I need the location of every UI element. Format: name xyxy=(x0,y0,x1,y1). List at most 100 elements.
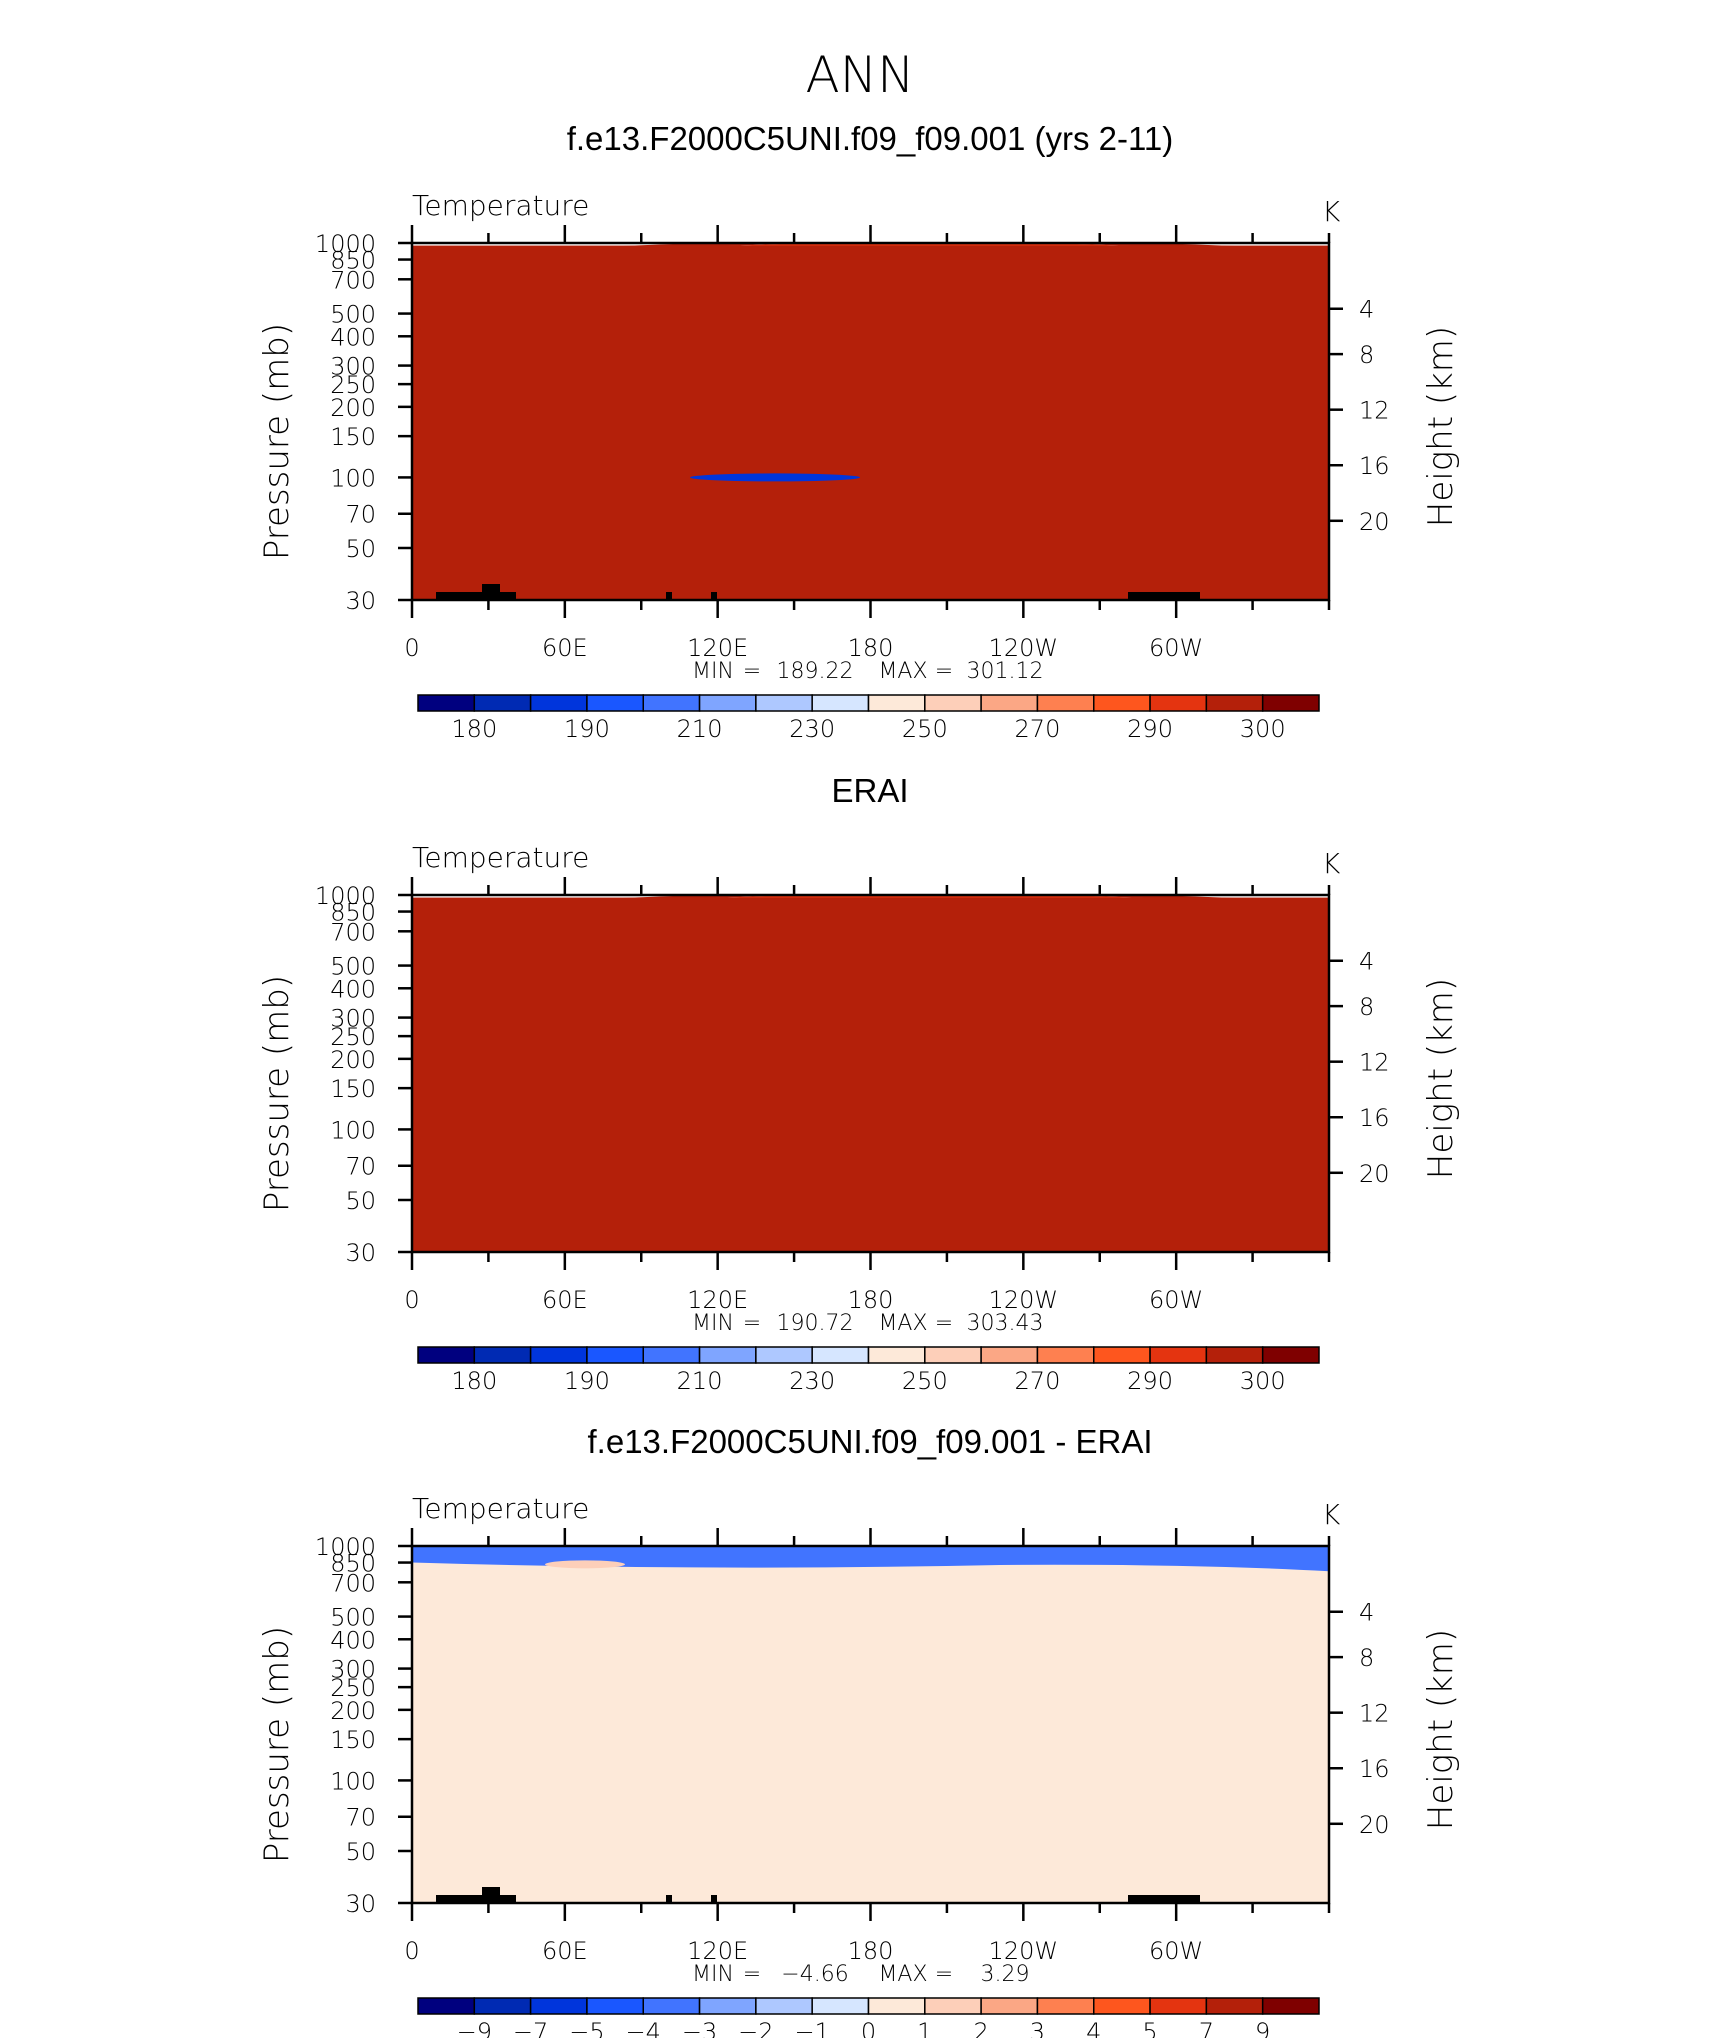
colorbar-swatch xyxy=(924,1997,982,2015)
max-equals: = xyxy=(935,659,953,684)
y-right-tick-label: 16 xyxy=(1359,1755,1390,1783)
y-tick-label: 500 xyxy=(330,301,376,329)
colorbar-label: 290 xyxy=(1127,715,1173,743)
y-tick-label: 30 xyxy=(345,587,376,615)
colorbar-swatch xyxy=(1093,694,1151,712)
colorbar-swatch xyxy=(980,1346,1039,1364)
y-tick-label: 700 xyxy=(330,918,376,946)
units-label: K xyxy=(1322,195,1341,228)
colorbar-label: 230 xyxy=(789,715,835,743)
season-title: ANN xyxy=(805,46,914,104)
colorbar-label: −3 xyxy=(682,2018,717,2038)
colorbar-label: 210 xyxy=(677,715,723,743)
y-axis-title: Pressure (mb) xyxy=(257,323,297,560)
y-tick-label: 400 xyxy=(330,1626,376,1654)
colorbar-swatch xyxy=(417,1346,476,1364)
colorbar-label: 180 xyxy=(451,715,497,743)
y-tick-label: 70 xyxy=(345,1804,376,1832)
topography-block xyxy=(666,592,672,600)
min-label: MIN xyxy=(692,1311,734,1336)
y-tick-label: 1000 xyxy=(315,882,376,910)
y-tick-label: 200 xyxy=(330,1046,376,1074)
contour-band xyxy=(412,245,1329,600)
y-tick-label: 700 xyxy=(330,1569,376,1597)
colorbar-swatch xyxy=(1205,1346,1264,1364)
colorbar-swatch xyxy=(980,694,1039,712)
x-tick-label: 180 xyxy=(848,1937,894,1965)
variable-label: Temperature xyxy=(412,189,589,222)
topography-block xyxy=(711,1895,717,1903)
x-tick-label: 60E xyxy=(542,634,588,662)
y-right-tick-label: 4 xyxy=(1359,948,1374,976)
colorbar-label: 190 xyxy=(564,1367,610,1395)
y-tick-label: 150 xyxy=(330,1075,376,1103)
y-right-tick-label: 20 xyxy=(1359,1160,1390,1188)
panel-3: f.e13.F2000C5UNI.f09_f09.001 - ERAI Tempe… xyxy=(257,1423,1461,2038)
topography-block xyxy=(436,592,516,600)
y-tick-label: 50 xyxy=(345,1187,376,1215)
x-tick-label: 120W xyxy=(989,1937,1059,1965)
colorbar-swatch xyxy=(473,694,532,712)
colorbar-label: 1 xyxy=(917,2018,932,2038)
colorbar-label: 250 xyxy=(902,1367,948,1395)
colorbar-swatch xyxy=(642,694,701,712)
colorbar-label: 9 xyxy=(1255,2018,1270,2038)
colorbar-label: 270 xyxy=(1015,715,1061,743)
colorbar-label: 2 xyxy=(973,2018,988,2038)
colorbar-label: 270 xyxy=(1015,1367,1061,1395)
x-tick-label: 180 xyxy=(848,634,894,662)
y-tick-label: 400 xyxy=(330,975,376,1003)
y-right-tick-label: 20 xyxy=(1359,508,1390,536)
x-tick-label: 120E xyxy=(687,634,748,662)
colorbar-label: −5 xyxy=(569,2018,604,2038)
x-tick-label: 120E xyxy=(687,1286,748,1314)
colorbar-label: 5 xyxy=(1142,2018,1157,2038)
colorbar-swatch xyxy=(642,1346,701,1364)
y-tick-label: 250 xyxy=(330,1023,376,1051)
min-equals: = xyxy=(743,1311,761,1336)
colorbar-swatch xyxy=(1149,1346,1208,1364)
y-tick-label: 400 xyxy=(330,323,376,351)
colorbar-swatch xyxy=(417,694,476,712)
colorbar-swatch xyxy=(1093,1997,1151,2015)
plot-area xyxy=(412,1546,1329,1903)
units-label: K xyxy=(1322,847,1341,880)
y-tick-label: 1000 xyxy=(315,1533,376,1561)
colorbar-label: 4 xyxy=(1086,2018,1101,2038)
colorbar-swatch xyxy=(755,694,813,712)
panel-1: f.e13.F2000C5UNI.f09_f09.001 (yrs 2-11) T… xyxy=(257,120,1461,743)
y-tick-label: 850 xyxy=(330,247,376,275)
colorbar-swatch xyxy=(1261,1346,1320,1364)
colorbar-label: 300 xyxy=(1240,715,1286,743)
y-tick-label: 30 xyxy=(345,1239,376,1267)
y-tick-label: 200 xyxy=(330,1697,376,1725)
y-right-tick-label: 8 xyxy=(1359,993,1374,1021)
colorbar-label: 0 xyxy=(861,2018,876,2038)
colorbar-swatch xyxy=(1261,1997,1320,2015)
colorbar-swatch xyxy=(1205,694,1264,712)
max-label: MAX xyxy=(878,1962,927,1987)
min-label: MIN xyxy=(692,1962,734,1987)
colorbar-swatch xyxy=(698,694,757,712)
contour-band xyxy=(412,895,1329,905)
topography-block xyxy=(666,1895,672,1903)
max-label: MAX xyxy=(878,659,927,684)
topography-block xyxy=(482,584,500,600)
x-tick-label: 0 xyxy=(404,1286,419,1314)
y-axis-title: Pressure (mb) xyxy=(257,1626,297,1863)
topography-block xyxy=(711,592,717,600)
topography-block xyxy=(1128,592,1200,600)
y-right-axis-title: Height (km) xyxy=(1421,326,1461,527)
x-tick-label: 60E xyxy=(542,1937,588,1965)
colorbar-swatch xyxy=(755,1997,813,2015)
colorbar-label: 190 xyxy=(564,715,610,743)
units-label: K xyxy=(1322,1498,1341,1531)
colorbar-label: −9 xyxy=(457,2018,492,2038)
colorbar-swatch xyxy=(867,1997,926,2015)
colorbar-swatch xyxy=(1261,694,1320,712)
plot-area xyxy=(412,895,1329,1252)
panel-2: ERAI Temperature K 0 60E 120E 180 120W 60W 30 50 70… xyxy=(257,772,1461,1395)
y-tick-label: 250 xyxy=(330,1674,376,1702)
y-right-tick-label: 16 xyxy=(1359,1104,1390,1132)
